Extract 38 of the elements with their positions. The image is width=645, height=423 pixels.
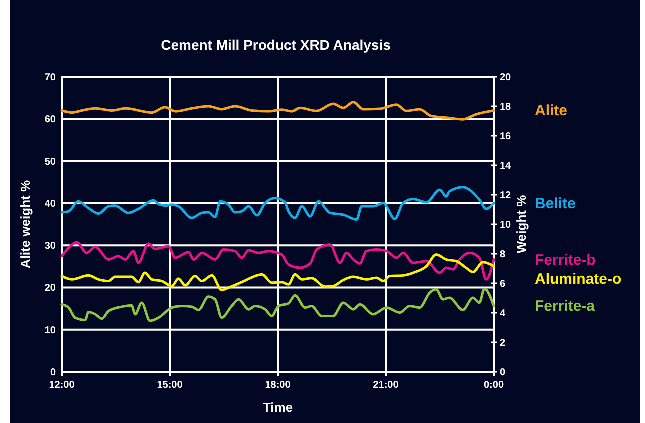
x-tick-label: 0:00 [484, 380, 504, 391]
x-tick-label: 15:00 [157, 380, 184, 391]
y2-tick-label: 18 [500, 102, 512, 113]
y2-axis-title: Weight % [514, 194, 529, 254]
y-tick-label: 0 [50, 368, 56, 378]
y-tick-label: 50 [44, 156, 56, 168]
y-tick-label: 10 [44, 325, 56, 336]
text: Alite [535, 102, 568, 120]
x-tick-label: 12:00 [49, 380, 76, 391]
y2-tick-label: 6 [500, 279, 506, 290]
y2-tick-label: 20 [500, 72, 512, 84]
y2-tick-label: 4 [500, 308, 506, 320]
y2-tick-label: 16 [500, 132, 512, 142]
line-series [60, 253, 496, 292]
chart-title: Cement Mill Product XRD Analysis [161, 37, 392, 53]
y-tick-label: 60 [44, 114, 56, 126]
y2-tick-label: 8 [500, 250, 506, 260]
line-series [60, 241, 496, 281]
line-series [60, 186, 496, 222]
text: Ferrite-a [535, 298, 596, 316]
y-tick-label: 30 [44, 241, 56, 252]
text: Ferrite-b [535, 252, 596, 269]
y-tick-label: 20 [44, 283, 56, 294]
text: Aluminate-o [535, 270, 622, 288]
line-series [60, 101, 496, 121]
y2-tick-label: 2 [500, 338, 506, 349]
x-tick-label: 21:00 [373, 380, 400, 391]
x-tick-label: 18:00 [265, 380, 292, 391]
y2-tick-label: 0 [500, 368, 506, 378]
y-tick-label: 40 [44, 198, 56, 210]
y2-tick-label: 10 [500, 220, 512, 231]
y-axis-title: Alite weight % [18, 180, 33, 269]
y2-tick-label: 14 [500, 161, 512, 172]
y2-tick-label: 12 [500, 190, 512, 202]
text: Belite [535, 195, 576, 212]
y-tick-label: 70 [44, 72, 56, 84]
x-axis-title: Time [262, 400, 294, 415]
line-series [60, 288, 496, 322]
